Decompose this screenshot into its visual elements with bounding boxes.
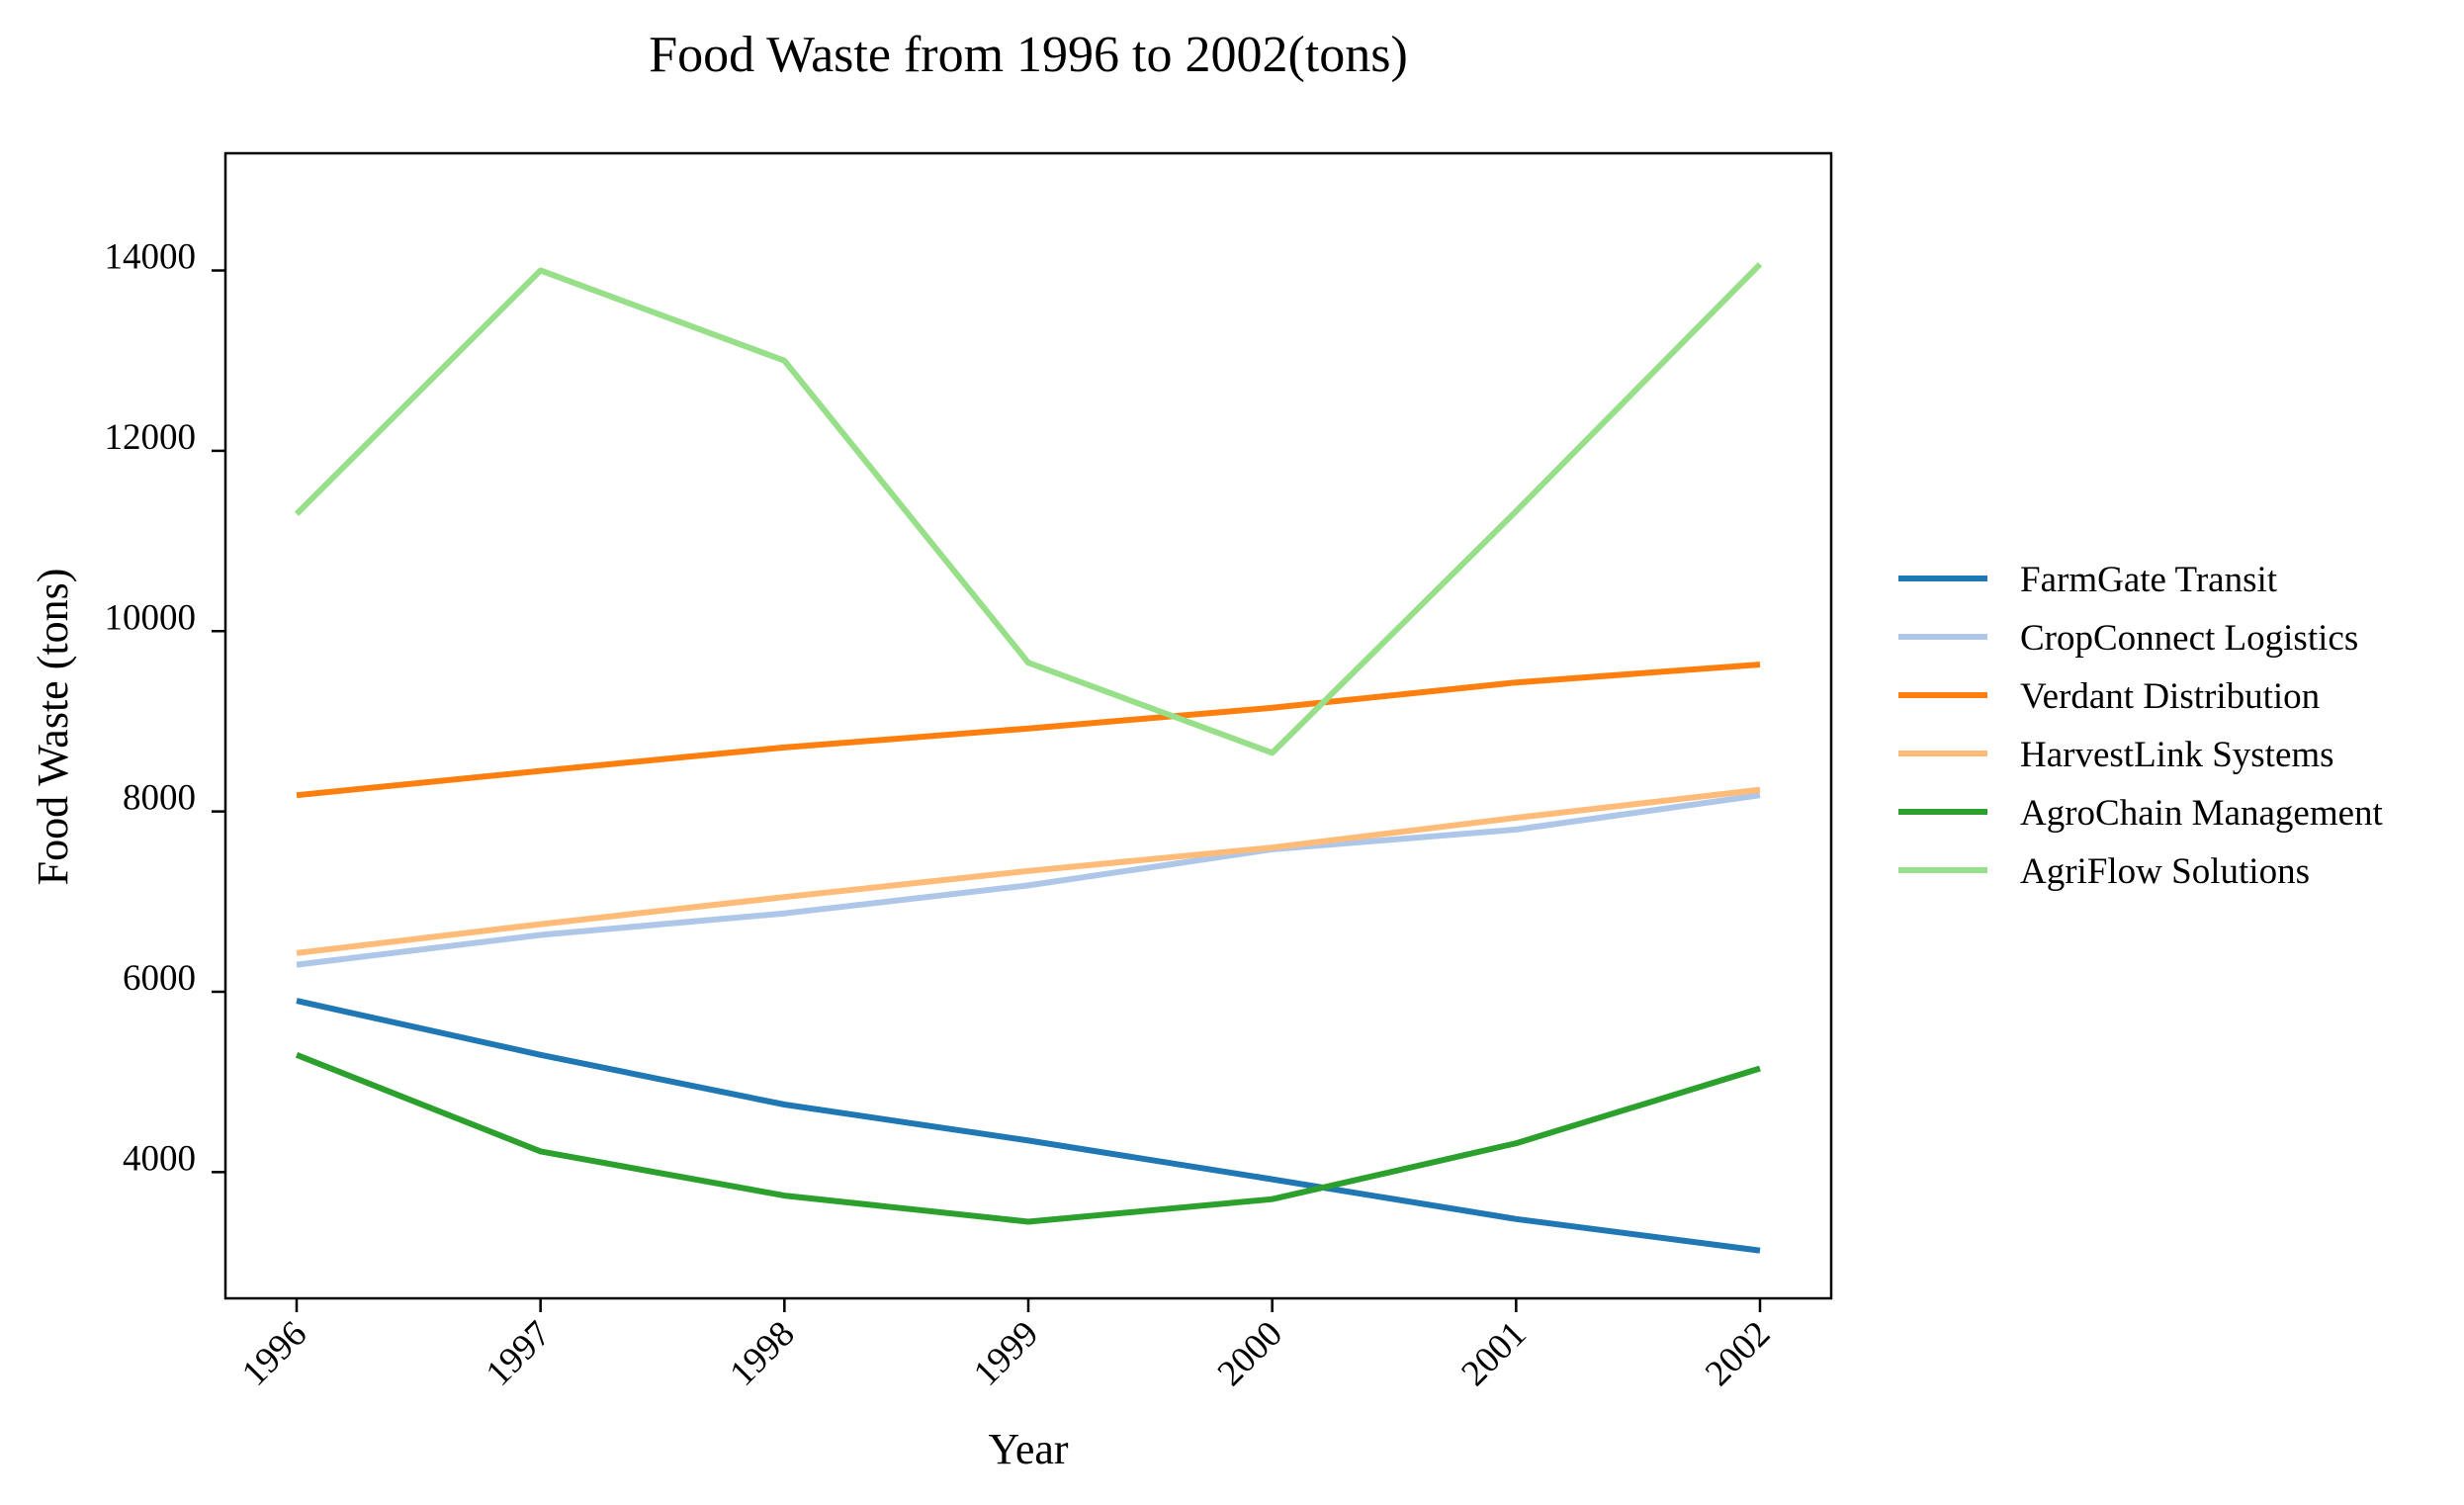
series-line-4	[296, 786, 1761, 956]
y-tick-label: 8000	[123, 778, 196, 819]
y-tick-label: 14000	[105, 237, 197, 278]
y-tick-label: 6000	[123, 958, 196, 999]
chart-title: Food Waste from 1996 to 2002(tons)	[649, 27, 1408, 83]
series-line-5	[295, 1052, 1761, 1225]
legend-label-4: HarvestLink Systems	[2020, 735, 2334, 775]
legend-label-6: AgriFlow Solutions	[2020, 851, 2310, 892]
x-axis-label: Year	[988, 1425, 1068, 1473]
series-line-6	[294, 262, 1763, 756]
y-tick-label: 4000	[123, 1138, 196, 1179]
y-tick-label: 10000	[105, 597, 197, 638]
series-line-2	[296, 792, 1761, 968]
y-axis-label: Food Waste (tons)	[29, 569, 77, 886]
series-line-1	[296, 998, 1761, 1254]
legend-label-3: Verdant Distribution	[2020, 676, 2320, 717]
series-line-3	[296, 662, 1761, 799]
y-tick-label: 12000	[105, 417, 197, 458]
plot-area	[294, 262, 1763, 1254]
legend-label-1: FarmGate Transit	[2020, 560, 2278, 600]
legend-label-2: CropConnect Logistics	[2020, 618, 2358, 659]
legend: FarmGate Transit CropConnect Logistics Ver…	[1898, 560, 2384, 892]
legend-label-5: AgroChain Management	[2020, 793, 2384, 834]
